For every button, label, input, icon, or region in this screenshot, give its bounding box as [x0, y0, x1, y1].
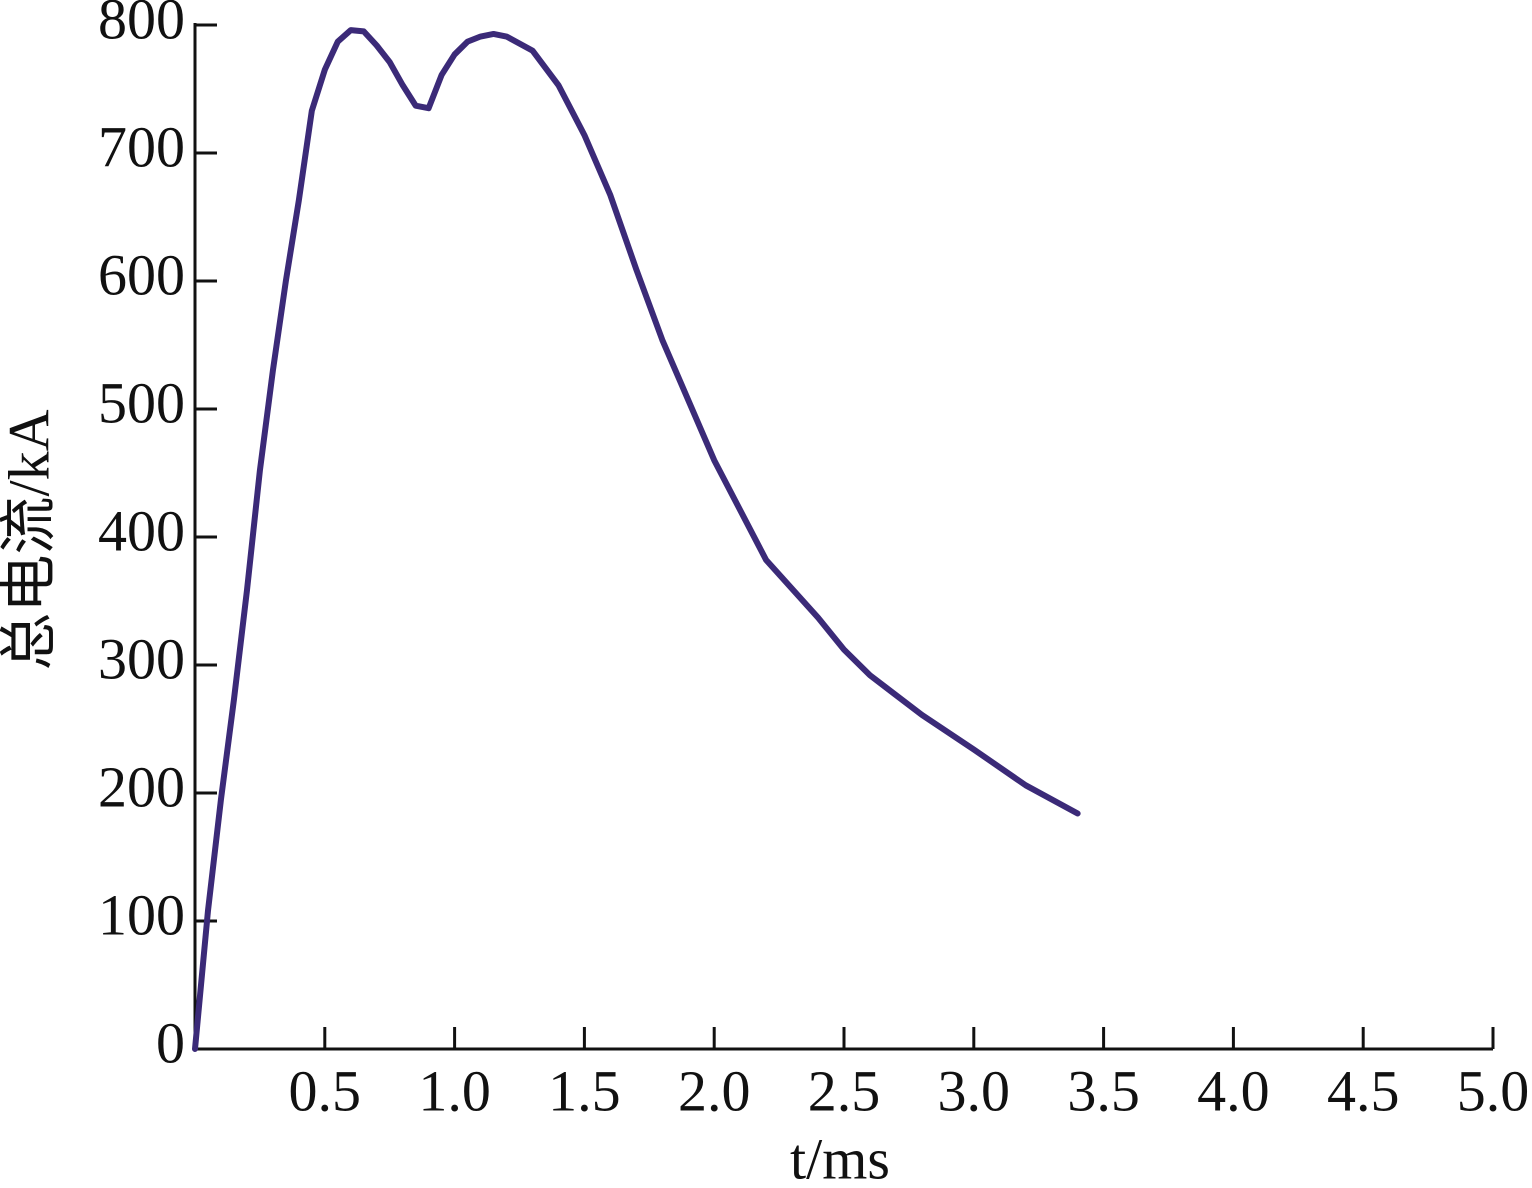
y-tick-label: 600 [98, 242, 185, 307]
x-tick-label: 3.0 [938, 1058, 1011, 1123]
x-tick-label: 0.5 [289, 1058, 362, 1123]
x-tick-label: 1.5 [548, 1058, 621, 1123]
y-tick-label: 500 [98, 370, 185, 435]
x-tick-label: 1.0 [418, 1058, 491, 1123]
x-tick-label: 4.0 [1197, 1058, 1270, 1123]
y-tick-label: 800 [98, 0, 185, 51]
x-tick-label: 4.5 [1327, 1058, 1400, 1123]
y-tick-label: 400 [98, 498, 185, 563]
x-axis-label: t/ms [790, 1126, 890, 1188]
y-tick-label: 0 [156, 1010, 185, 1075]
y-tick-label: 200 [98, 754, 185, 819]
x-tick-label: 3.5 [1067, 1058, 1140, 1123]
y-tick-label: 300 [98, 626, 185, 691]
data-line [192, 27, 1081, 1052]
y-axis-label: 总电流/kA [0, 409, 61, 670]
x-tick-label: 2.5 [808, 1058, 881, 1123]
y-tick-label: 700 [98, 114, 185, 179]
y-tick-label: 100 [98, 882, 185, 947]
x-tick-label: 2.0 [678, 1058, 751, 1123]
x-tick-label: 5.0 [1457, 1058, 1530, 1123]
